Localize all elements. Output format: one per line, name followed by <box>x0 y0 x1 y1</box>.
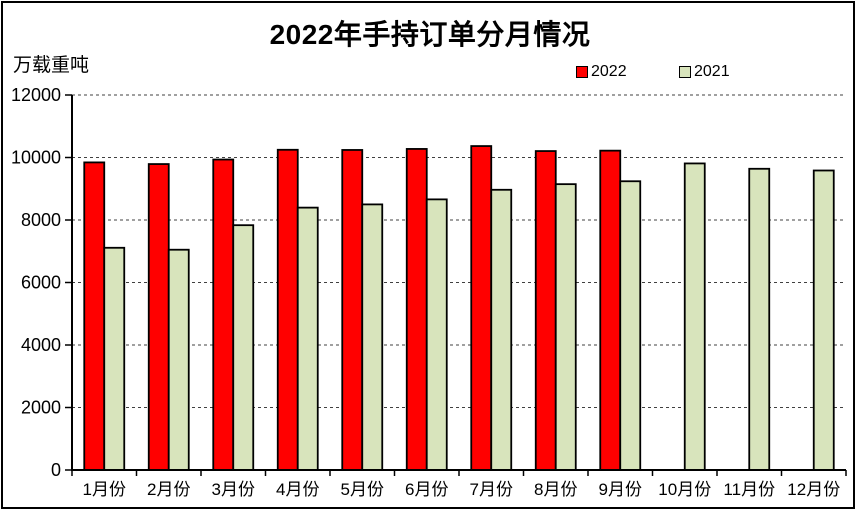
y-tick-label-2000: 2000 <box>21 398 61 418</box>
bar-2021-3月份 <box>232 224 255 471</box>
x-category-label-7月份: 7月份 <box>470 480 513 499</box>
y-axis-unit-label: 万载重吨 <box>13 55 90 76</box>
y-tick-label-8000: 8000 <box>21 210 61 230</box>
legend-swatch-2022-icon <box>576 66 588 78</box>
legend-item-2022: 2022 <box>576 63 627 80</box>
x-category-label-2月份: 2月份 <box>147 480 190 499</box>
bar-2022-4月份 <box>276 148 299 471</box>
x-category-label-9月份: 9月份 <box>599 480 642 499</box>
bar-2022-2月份 <box>147 163 170 471</box>
y-tick-label-0: 0 <box>51 460 61 480</box>
bar-2022-1月份 <box>83 161 106 471</box>
x-category-label-8月份: 8月份 <box>534 480 577 499</box>
bar-2021-1月份 <box>103 246 126 471</box>
x-category-label-11月份: 11月份 <box>723 480 775 499</box>
y-tick-label-4000: 4000 <box>21 335 61 355</box>
y-tick-label-12000: 12000 <box>11 85 61 105</box>
bar-2021-12月份 <box>812 169 835 471</box>
bar-2022-5月份 <box>341 149 364 471</box>
chart-title: 2022年手持订单分月情况 <box>269 19 591 50</box>
legend-swatch-2021-icon <box>679 66 691 78</box>
y-tick-label-6000: 6000 <box>21 273 61 293</box>
bar-2021-6月份 <box>425 198 448 471</box>
x-category-label-6月份: 6月份 <box>405 480 448 499</box>
legend-label-2022: 2022 <box>591 63 627 80</box>
x-category-label-4月份: 4月份 <box>276 480 319 499</box>
x-category-label-1月份: 1月份 <box>83 480 126 499</box>
bar-2022-7月份 <box>470 145 493 471</box>
legend-item-2021: 2021 <box>679 63 730 80</box>
x-category-label-3月份: 3月份 <box>212 480 255 499</box>
bar-2022-3月份 <box>212 158 235 471</box>
y-tick-label-10000: 10000 <box>11 148 61 168</box>
bar-2021-11月份 <box>748 167 771 471</box>
bar-2022-8月份 <box>534 150 557 471</box>
bar-2021-4月份 <box>296 206 319 471</box>
bar-2021-10月份 <box>683 162 706 471</box>
bar-2021-9月份 <box>619 180 642 471</box>
x-category-label-10月份: 10月份 <box>658 480 711 499</box>
legend-label-2021: 2021 <box>694 63 730 80</box>
bar-2021-5月份 <box>361 203 384 471</box>
bar-2022-6月份 <box>405 148 428 471</box>
x-category-label-12月份: 12月份 <box>787 480 840 499</box>
bar-2022-9月份 <box>599 149 622 471</box>
bar-2021-8月份 <box>554 183 577 471</box>
bar-2021-2月份 <box>167 248 190 471</box>
x-category-label-5月份: 5月份 <box>341 480 384 499</box>
bar-2021-7月份 <box>490 188 513 471</box>
